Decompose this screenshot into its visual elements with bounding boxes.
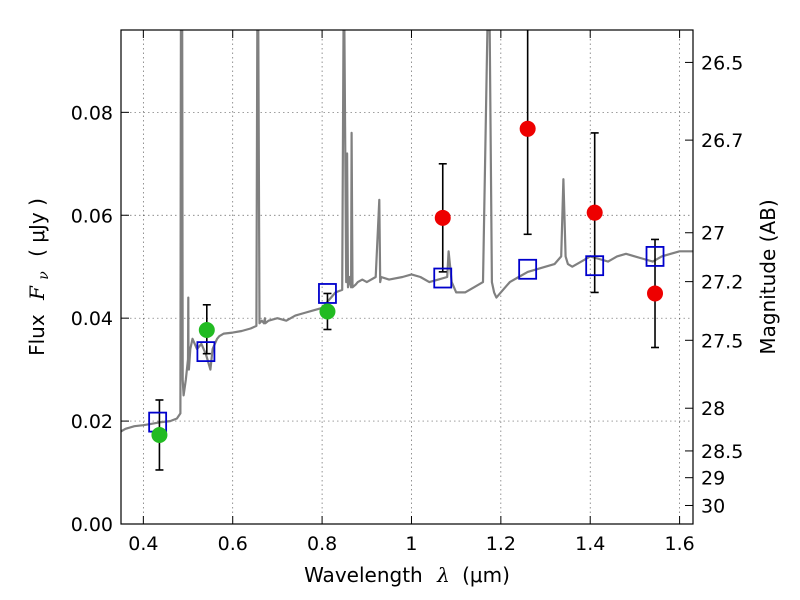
x-tick-label: 0.4 xyxy=(128,533,158,555)
y2-tick-label: 26.5 xyxy=(701,52,743,74)
green-points-series xyxy=(151,303,336,443)
grid xyxy=(121,30,693,524)
y2-tick-label: 26.7 xyxy=(701,130,743,152)
axis-ticks xyxy=(121,30,693,525)
spectrum-series xyxy=(121,30,693,433)
x-axis-label: Wavelength λ (μm) xyxy=(304,563,510,587)
spectrum-line xyxy=(121,30,693,433)
plot-frame xyxy=(120,29,694,525)
y-tick-label: 0.02 xyxy=(71,411,113,433)
y2-tick-label: 30 xyxy=(701,495,725,517)
x-tick-label: 0.6 xyxy=(218,533,248,555)
green-point xyxy=(319,303,336,320)
model-point xyxy=(433,267,453,289)
x-tick-label: 0.8 xyxy=(307,533,337,555)
x-tick-label: 1.2 xyxy=(486,533,516,555)
model-point xyxy=(645,246,665,267)
y-axis-label: Flux F ν ( μJy ) xyxy=(25,198,53,356)
y2-tick-label: 27 xyxy=(701,223,725,245)
y-tick-label: 0.04 xyxy=(71,308,113,330)
model-point xyxy=(518,258,538,280)
y2-tick-label: 29 xyxy=(701,468,725,490)
y2-tick-label: 28 xyxy=(701,398,725,420)
y2-axis-label: Magnitude (AB) xyxy=(756,199,780,354)
red-point xyxy=(586,204,603,221)
model-points-series xyxy=(148,246,665,433)
x-tick-label: 1.6 xyxy=(664,533,694,555)
x-tick-label: 1.4 xyxy=(575,533,605,555)
y-tick-label: 0.08 xyxy=(71,102,113,124)
y-tick-label: 0.00 xyxy=(71,514,113,536)
green-point xyxy=(151,426,168,443)
red-points-series xyxy=(434,120,664,302)
red-point xyxy=(434,209,451,226)
y2-tick-label: 28.5 xyxy=(701,441,743,463)
y-tick-label: 0.06 xyxy=(71,205,113,227)
model-point xyxy=(585,255,605,277)
model-point xyxy=(196,341,216,363)
errorbar-group xyxy=(155,30,660,471)
y2-tick-label: 27.2 xyxy=(701,272,743,294)
model-point xyxy=(318,283,337,304)
red-point xyxy=(647,285,664,302)
y2-tick-label: 27.5 xyxy=(701,330,743,352)
green-point xyxy=(198,322,215,339)
x-tick-label: 1 xyxy=(405,533,417,555)
red-point xyxy=(519,120,536,137)
